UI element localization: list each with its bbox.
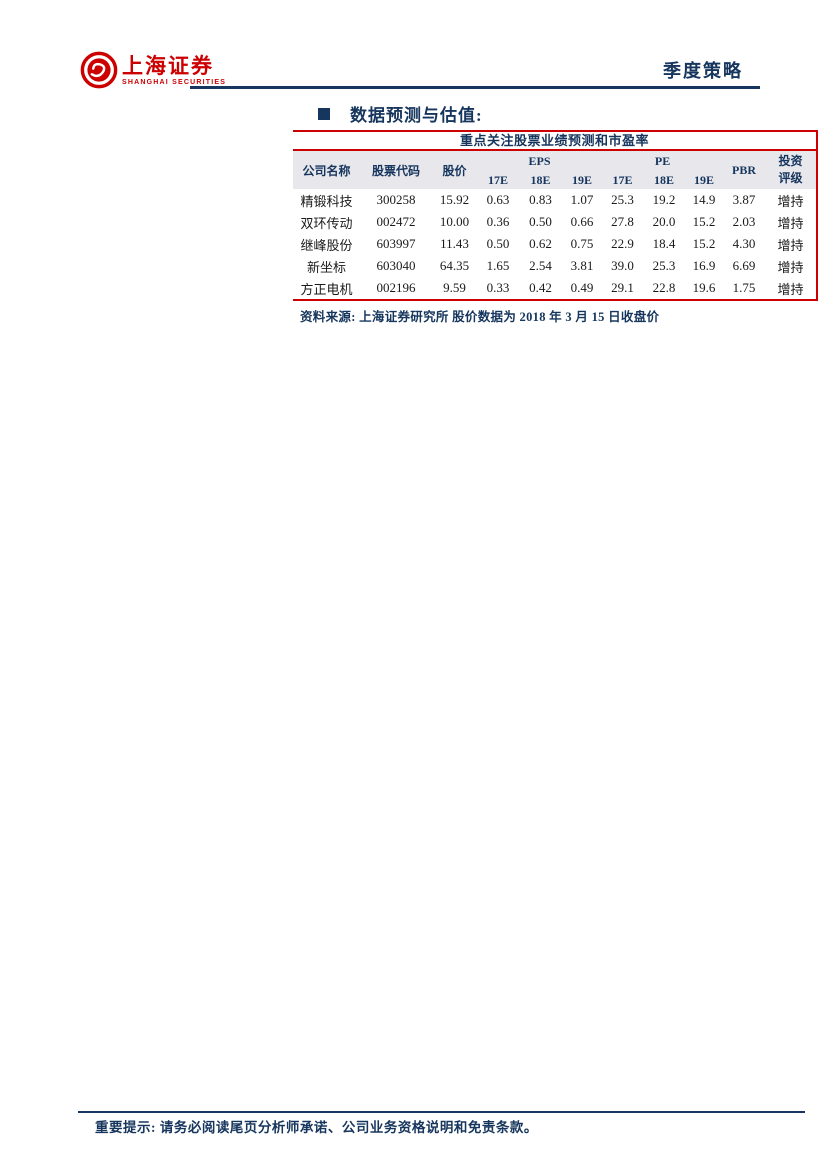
forecast-table-grid: 公司名称 股票代码 股价 EPS PE PBR 投资 评级 17E 18E 19… [293,151,817,299]
table-row: 精锻科技 300258 15.92 0.63 0.83 1.07 25.3 19… [293,189,816,211]
cell-pbr: 6.69 [732,258,756,273]
brand-logo-text-block: 上海证券 SHANGHAI SECURITIES [122,51,226,87]
cell-pe19: 19.6 [692,280,716,295]
table-source: 资料来源: 上海证券研究所 股价数据为 2018 年 3 月 15 日收盘价 [300,310,660,324]
cell-pe17: 27.8 [611,214,634,229]
cell-eps19: 0.75 [570,236,594,251]
cell-eps18: 0.42 [529,280,552,295]
col-header-pe-group: PE [602,151,724,171]
cell-price: 9.59 [443,280,466,295]
cell-pe19: 14.9 [692,192,716,207]
table-title: 重点关注股票业绩预测和市盈率 [293,132,816,151]
col-header-eps-19e: 19E [562,171,603,189]
cell-pe18: 19.2 [652,192,676,207]
section-heading-text: 数据预测与估值: [350,106,483,125]
report-type-label: 季度策略 [663,61,743,81]
col-header-pe-19e: 19E [685,171,724,189]
cell-eps19: 0.49 [570,280,594,295]
cell-code: 002472 [376,214,416,229]
cell-price: 64.35 [439,258,470,273]
col-header-pbr: PBR [723,151,766,189]
cell-pe19: 15.2 [692,236,716,251]
section-heading: 数据预测与估值: [318,101,483,126]
table-row: 方正电机 002196 9.59 0.33 0.42 0.49 29.1 22.… [293,277,816,299]
cell-pe17: 29.1 [611,280,634,295]
cell-code: 603997 [376,236,416,251]
cell-eps18: 0.50 [529,214,552,229]
col-header-rating: 投资 评级 [765,151,817,189]
cell-company: 新坐标 [306,259,346,275]
footer-divider [78,1111,805,1113]
logo-subtext: SHANGHAI SECURITIES [122,79,227,86]
cell-code: 002196 [376,280,416,295]
cell-pe18: 25.3 [652,258,676,273]
bullet-square-icon [318,107,330,120]
cell-pbr: 2.03 [732,214,756,229]
header-divider [190,86,760,89]
col-header-pe-18e: 18E [643,171,686,189]
logo-text: 上海证券 [122,54,214,78]
col-header-eps-group: EPS [477,151,603,171]
cell-company: 双环传动 [300,215,353,231]
cell-code: 603040 [376,258,416,273]
cell-eps19: 0.66 [570,214,594,229]
cell-company: 继峰股份 [300,237,353,253]
cell-price: 15.92 [439,192,470,207]
col-header-code: 股票代码 [360,151,432,189]
cell-eps19: 3.81 [570,258,594,273]
cell-pe18: 22.8 [652,280,676,295]
brand-emblem-icon [80,51,118,89]
col-header-rating-line2: 评级 [778,171,803,185]
cell-pe18: 18.4 [652,236,676,251]
cell-eps17: 0.50 [486,236,510,251]
footer-notice: 重要提示: 请务必阅读尾页分析师承诺、公司业务资格说明和免责条款。 [95,1120,538,1135]
cell-pe19: 16.9 [692,258,716,273]
cell-price: 11.43 [440,236,469,251]
cell-pbr: 3.87 [732,192,756,207]
col-header-pe-17e: 17E [602,171,644,189]
col-header-eps-17e: 17E [477,171,519,189]
cell-eps18: 0.83 [529,192,552,207]
cell-eps17: 0.33 [486,280,510,295]
cell-pe19: 15.2 [692,214,716,229]
cell-rating: 增持 [777,193,804,209]
cell-company: 方正电机 [300,281,353,297]
cell-pe17: 39.0 [611,258,634,273]
brand-logo: 上海证券 SHANGHAI SECURITIES [80,51,226,89]
col-header-eps-18e: 18E [519,171,562,189]
cell-eps18: 2.54 [529,258,552,273]
col-header-price: 股价 [432,151,477,189]
table-row: 继峰股份 603997 11.43 0.50 0.62 0.75 22.9 18… [293,233,816,255]
forecast-table: 重点关注股票业绩预测和市盈率 公司名称 股票代码 股价 EPS PE PBR 投… [293,130,818,301]
col-header-rating-line1: 投资 [778,154,803,168]
table-row: 双环传动 002472 10.00 0.36 0.50 0.66 27.8 20… [293,211,816,233]
cell-rating: 增持 [777,215,804,231]
cell-eps17: 0.36 [486,214,510,229]
cell-pe18: 20.0 [652,214,676,229]
cell-eps19: 1.07 [570,192,594,207]
cell-eps17: 0.63 [486,192,510,207]
cell-pbr: 1.75 [732,280,756,295]
cell-rating: 增持 [777,281,804,297]
cell-rating: 增持 [777,237,804,253]
cell-eps18: 0.62 [529,236,552,251]
cell-eps17: 1.65 [486,258,510,273]
cell-pe17: 25.3 [611,192,634,207]
col-header-company: 公司名称 [293,151,360,189]
cell-company: 精锻科技 [300,193,353,209]
table-row: 新坐标 603040 64.35 1.65 2.54 3.81 39.0 25.… [293,255,816,277]
cell-price: 10.00 [439,214,470,229]
cell-code: 300258 [376,192,416,207]
cell-rating: 增持 [777,259,804,275]
cell-pe17: 22.9 [611,236,634,251]
cell-pbr: 4.30 [732,236,756,251]
